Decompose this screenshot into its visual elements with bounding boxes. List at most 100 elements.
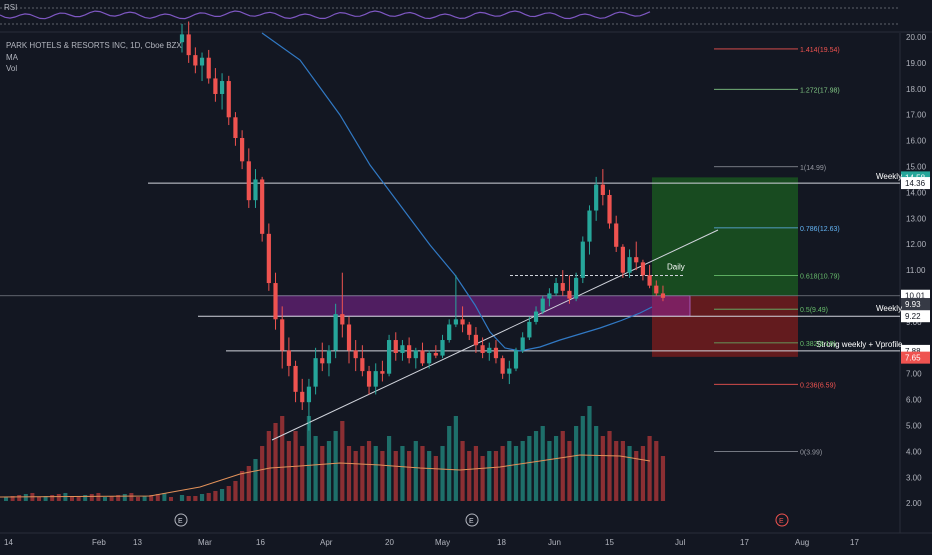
candle-body <box>493 347 499 359</box>
fib-label: 0.786(12.63) <box>800 226 840 233</box>
candle <box>306 378 312 431</box>
price-badge: 14.36 <box>901 177 930 190</box>
volume-bar <box>50 495 55 501</box>
weekly-level-label: Weekly <box>876 172 902 181</box>
candle <box>600 169 605 206</box>
candle <box>433 345 438 359</box>
volume-bar <box>226 486 231 501</box>
volume-bar <box>480 456 485 501</box>
price-tick-label: 16.00 <box>906 137 927 146</box>
volume-bar <box>520 441 525 501</box>
candle-body <box>199 57 205 66</box>
weekly-level-label: Weekly <box>876 304 902 313</box>
candle-body <box>540 298 545 312</box>
candle-body <box>313 358 318 387</box>
candle <box>360 345 365 377</box>
volume-bar <box>37 497 41 501</box>
volume-bar <box>400 446 405 501</box>
candle <box>427 350 432 369</box>
candle <box>447 319 452 343</box>
candle <box>513 347 519 372</box>
candle-body <box>186 34 191 56</box>
candle-body <box>346 324 352 351</box>
volume-bar <box>574 426 579 501</box>
volume-bars <box>0 406 666 501</box>
candle <box>246 148 251 208</box>
ma-legend-label: MA <box>6 53 18 62</box>
candle-body <box>600 184 605 195</box>
candle-body <box>647 275 652 286</box>
time-tick-label: 17 <box>740 538 749 547</box>
price-badge: 9.22 <box>901 310 930 323</box>
candle <box>547 288 552 307</box>
earnings-marker: E <box>775 513 789 527</box>
volume-bar <box>219 489 225 501</box>
volume-bar <box>89 494 94 501</box>
volume-bar <box>43 496 48 501</box>
price-tick-label: 17.00 <box>906 111 927 120</box>
volume-bar <box>313 436 318 501</box>
candle-body <box>620 246 625 273</box>
candle <box>386 334 392 377</box>
candle-body <box>527 321 532 338</box>
time-axis: 14 Feb 13 Mar 16 Apr 20 May 18 Jun 15 Jul 17 Aug 17 E E E <box>0 513 932 547</box>
fib-label: 1.272(17.98) <box>800 87 840 94</box>
candle-body <box>440 340 445 356</box>
candle-body <box>607 194 612 224</box>
candle <box>333 303 338 359</box>
candle-body <box>300 391 305 403</box>
candle <box>326 345 332 377</box>
volume-bar <box>179 495 185 501</box>
candle-body <box>560 283 565 291</box>
moving-average-line <box>261 32 653 352</box>
candle <box>640 259 646 281</box>
volume-bar <box>4 497 8 501</box>
candle <box>460 306 465 333</box>
volume-bar <box>527 436 532 501</box>
volume-bar <box>467 451 472 501</box>
candle <box>346 316 352 364</box>
candle-body <box>580 241 585 278</box>
volume-bar <box>233 481 238 501</box>
volume-bar <box>540 426 545 501</box>
volume-bar <box>136 497 140 501</box>
rsi-label: RSI <box>4 3 18 12</box>
volume-bar <box>326 441 332 501</box>
volume-bar <box>580 416 585 501</box>
price-axis-bg <box>900 33 932 533</box>
candle <box>467 321 472 341</box>
symbol-title: PARK HOTELS & RESORTS INC, 1D, Cboe BZX <box>6 41 182 50</box>
candle <box>634 241 639 271</box>
price-badge-bg <box>901 351 930 364</box>
candle-body <box>380 371 385 374</box>
strong-weekly-label: Strong weekly + Vprofile <box>816 340 903 349</box>
price-badge-bg <box>901 310 930 323</box>
candle <box>587 205 592 255</box>
time-tick-label: 17 <box>850 538 859 547</box>
candle-body <box>340 314 345 325</box>
candle <box>380 360 385 382</box>
candle-body <box>260 179 265 234</box>
candle <box>300 378 305 410</box>
volume-bar <box>493 451 499 501</box>
volume-bar <box>346 446 352 501</box>
volume-bar <box>116 495 121 501</box>
candle <box>240 130 245 170</box>
volume-bar <box>213 491 218 501</box>
candle <box>407 337 412 364</box>
price-axis: 20.00 19.00 18.00 17.00 16.00 15.00 14.00 13.00… <box>899 33 932 533</box>
candle-body <box>193 55 198 66</box>
volume-bar <box>380 451 385 501</box>
candle <box>660 285 666 302</box>
stop-zone <box>652 295 798 357</box>
price-tick-label: 3.00 <box>906 473 922 482</box>
fib-label: 0.382(8.19) <box>800 341 836 348</box>
volume-bar <box>433 456 438 501</box>
candle-body <box>293 365 298 392</box>
candle-body <box>253 179 258 201</box>
fib-levels: 1.414(19.54) 1.272(17.98) 1(14.99) 0.786(12… <box>714 47 840 457</box>
candle <box>620 244 625 278</box>
volume-bar <box>660 456 666 501</box>
